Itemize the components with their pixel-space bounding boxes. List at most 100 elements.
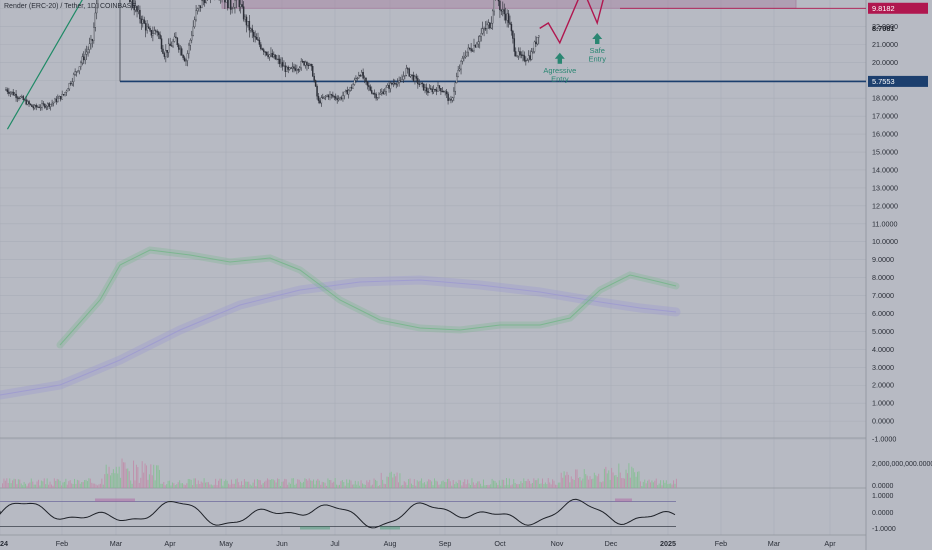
volume-bar <box>644 479 646 488</box>
candle <box>313 76 315 81</box>
volume-bar <box>311 480 313 488</box>
volume-bar <box>27 483 29 488</box>
volume-bar <box>531 482 533 488</box>
candle <box>203 0 206 4</box>
volume-bar <box>484 485 486 488</box>
volume-bar <box>601 482 603 488</box>
candle <box>195 10 197 20</box>
volume-bar <box>540 483 542 488</box>
volume-bar <box>412 485 414 488</box>
volume-bar <box>343 482 345 488</box>
volume-bar <box>108 466 110 488</box>
candle <box>245 16 248 26</box>
candle <box>227 0 229 9</box>
volume-bar <box>176 484 178 488</box>
volume-bar <box>660 480 662 488</box>
candle <box>487 22 490 26</box>
candle <box>477 41 480 45</box>
volume-bar <box>167 480 169 488</box>
volume-bar <box>533 478 535 488</box>
volume-bar <box>95 484 97 488</box>
volume-bar <box>603 468 605 488</box>
volume-bar <box>150 464 152 488</box>
volume-bar <box>380 472 382 488</box>
candle <box>378 94 380 98</box>
volume-bar <box>124 462 126 488</box>
volume-bar <box>449 481 451 488</box>
candle <box>454 82 457 92</box>
candle <box>430 88 432 90</box>
candle <box>70 83 72 85</box>
oscillator-overbought-fill <box>95 498 135 502</box>
candle <box>77 70 79 72</box>
volume-bar <box>608 470 610 488</box>
price-label-box <box>868 2 928 14</box>
volume-bar <box>120 477 122 488</box>
descending-trendline <box>6 0 83 130</box>
candle <box>506 13 508 21</box>
volume-bar <box>190 479 192 488</box>
volume-bar <box>590 479 592 488</box>
volume-bar <box>245 481 247 488</box>
volume-bar <box>406 485 408 488</box>
volume-bar <box>455 481 457 488</box>
candle <box>136 6 138 12</box>
volume-bar <box>475 483 477 488</box>
candle <box>460 61 462 70</box>
candle <box>224 0 226 3</box>
volume-bar <box>207 482 209 488</box>
volume-bar <box>586 475 588 488</box>
volume-bar <box>618 463 620 488</box>
volume-bar <box>350 480 352 488</box>
volume-bar <box>409 478 411 488</box>
volume-bar <box>71 483 73 488</box>
volume-bar <box>396 472 398 488</box>
volume-bar <box>269 479 271 488</box>
volume-bar <box>349 479 351 488</box>
volume-bar <box>318 480 320 488</box>
candle <box>294 68 297 71</box>
candle <box>320 97 323 104</box>
volume-bar <box>141 461 143 488</box>
candle <box>337 98 340 101</box>
volume-bar <box>297 479 299 488</box>
volume-bar <box>508 478 510 488</box>
oscillator-overbought-fill <box>615 498 632 502</box>
candle <box>438 85 441 89</box>
candle <box>373 93 376 95</box>
volume-bar <box>662 480 664 488</box>
volume-bar <box>333 481 335 488</box>
volume-bar <box>521 483 523 488</box>
volume-bar <box>517 484 519 488</box>
volume-bar <box>58 479 60 488</box>
volume-bar <box>550 484 552 488</box>
volume-bar <box>614 475 615 488</box>
volume-bar <box>115 466 117 488</box>
volume-bar <box>275 482 277 488</box>
volume-bar <box>213 484 215 488</box>
candle <box>55 98 58 102</box>
price-axis-tick: 21.0000 <box>872 40 898 49</box>
volume-bar <box>353 484 355 488</box>
volume-bar <box>648 479 650 488</box>
volume-bars <box>2 458 677 488</box>
time-axis-tick: Oct <box>494 539 505 548</box>
resistance-zone <box>221 0 797 9</box>
volume-bar <box>634 472 636 488</box>
volume-bar <box>650 482 651 488</box>
volume-bar <box>169 480 171 488</box>
volume-bar <box>578 477 579 488</box>
symbol-title: Render (ERC-20) / Tether, 1D, COINBASE <box>4 3 137 10</box>
candle <box>83 56 85 61</box>
volume-bar <box>131 483 133 488</box>
candle <box>342 95 344 99</box>
volume-bar <box>91 482 93 488</box>
candle <box>484 28 487 30</box>
candle <box>365 77 367 82</box>
volume-bar <box>338 484 340 488</box>
volume-bar <box>547 478 549 488</box>
volume-bar <box>632 468 634 488</box>
volume-bar <box>356 484 358 488</box>
volume-bar <box>544 482 546 488</box>
